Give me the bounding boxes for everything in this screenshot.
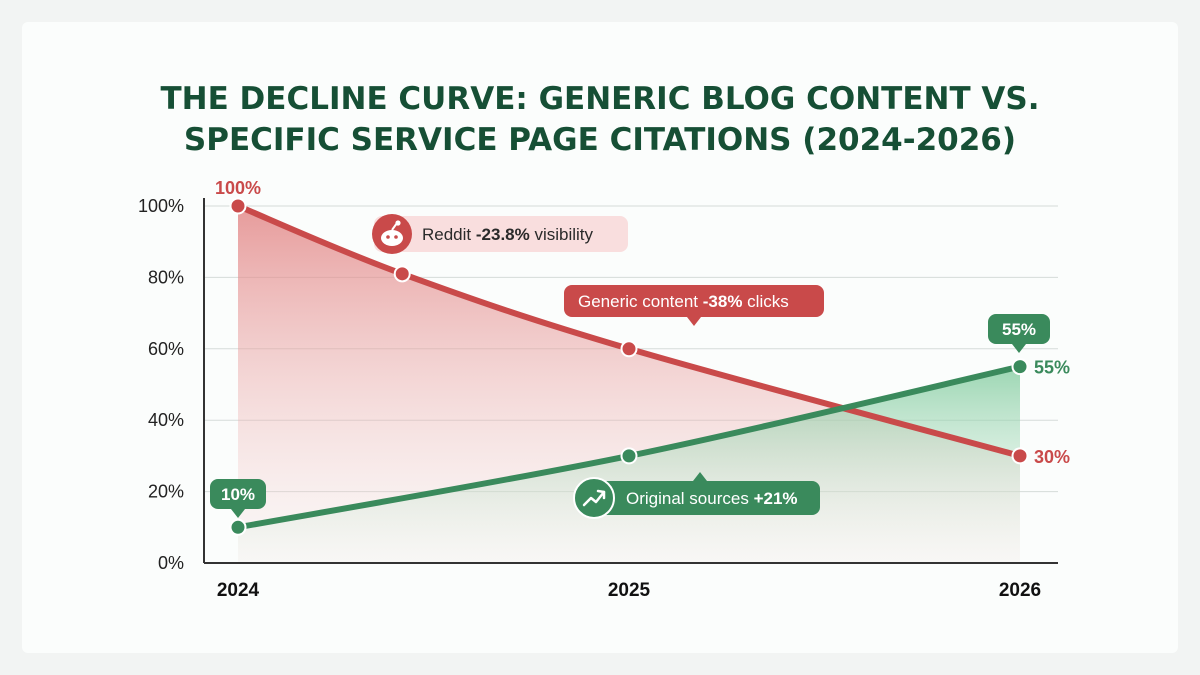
trending-up-icon-bg — [573, 477, 615, 519]
annotations: Reddit -23.8% visibility Generic content … — [210, 214, 1050, 519]
original-callout-bg — [580, 481, 820, 515]
badge55-callout-text: 55% — [1002, 320, 1036, 339]
badge55-callout-text-bold: 55% — [1002, 320, 1036, 339]
generic-value-label: 30% — [1034, 447, 1070, 467]
generic-callout-text: Generic content -38% clicks — [578, 292, 789, 311]
reddit-callout-text-after: visibility — [530, 225, 594, 244]
reddit-callout: Reddit -23.8% visibility — [372, 214, 628, 254]
generic-callout-text-plain: Generic content — [578, 292, 703, 311]
generic-callout-pointer — [687, 317, 701, 326]
original-point — [620, 447, 638, 465]
original-value-label: 55% — [1034, 358, 1070, 378]
y-tick-label: 0% — [158, 553, 184, 573]
y-tick-label: 40% — [148, 410, 184, 430]
trending-up-icon-arrow — [582, 490, 606, 507]
generic-point — [620, 340, 638, 358]
reddit-callout-text-bold: -23.8% — [476, 225, 530, 244]
generic-callout-text-after: clicks — [742, 292, 788, 311]
series-areas — [238, 206, 1020, 563]
generic-point — [1011, 447, 1029, 465]
reddit-icon-eye — [386, 235, 390, 239]
reddit-callout-bg — [374, 216, 628, 252]
reddit-callout-text-plain: Reddit — [422, 225, 476, 244]
original-area — [238, 366, 1020, 563]
reddit-icon-antenna-tip — [395, 220, 401, 226]
badge10-callout-text: 10% — [221, 485, 255, 504]
reddit-icon-head — [381, 230, 403, 246]
generic-value-label: 100% — [215, 178, 261, 198]
original-callout-text-plain: Original sources — [626, 489, 754, 508]
badge10-callout-text-bold: 10% — [221, 485, 255, 504]
trending-up-icon-head — [596, 489, 606, 500]
badge10-callout: 10% — [210, 479, 266, 518]
reddit-icon — [372, 214, 412, 254]
y-tick-label: 60% — [148, 339, 184, 359]
badge55-callout-pointer — [1012, 344, 1026, 353]
series-markers: 100% 30% 55% — [215, 178, 1070, 536]
original-point — [1011, 358, 1029, 376]
trending-up-icon — [573, 477, 615, 519]
chart-card: THE DECLINE CURVE: GENERIC BLOG CONTENT … — [22, 22, 1178, 653]
x-tick-label: 2024 — [217, 580, 260, 601]
reddit-callout-text: Reddit -23.8% visibility — [422, 225, 594, 244]
original-callout-pointer — [693, 472, 707, 481]
badge55-callout-bg — [988, 314, 1050, 344]
y-tick-label: 80% — [148, 267, 184, 287]
axes: 0% 20% 40% 60% 80% 100% 2024 2025 2026 — [138, 196, 1058, 601]
y-tick-label: 100% — [138, 196, 184, 216]
reddit-icon-eye — [394, 235, 398, 239]
generic-point — [393, 265, 411, 283]
generic-callout-text-bold: -38% — [703, 292, 743, 311]
decline-curve-chart: THE DECLINE CURVE: GENERIC BLOG CONTENT … — [138, 81, 1070, 601]
badge10-callout-pointer — [231, 509, 245, 518]
original-callout-text-bold: +21% — [754, 489, 798, 508]
x-tick-label: 2026 — [999, 580, 1041, 601]
generic-callout-bg — [564, 285, 824, 317]
badge10-callout-bg — [210, 479, 266, 509]
generic-point — [229, 197, 247, 215]
badge55-callout: 55% — [988, 314, 1050, 353]
original-callout: Original sources +21% — [573, 472, 820, 519]
generic-callout: Generic content -38% clicks — [564, 285, 824, 326]
x-tick-label: 2025 — [608, 580, 651, 601]
chart-title-line-2: SPECIFIC SERVICE PAGE CITATIONS (2024-20… — [184, 122, 1016, 158]
y-tick-label: 20% — [148, 482, 184, 502]
chart-title-line-1: THE DECLINE CURVE: GENERIC BLOG CONTENT … — [161, 81, 1040, 117]
generic-line — [235, 203, 1023, 459]
original-callout-text: Original sources +21% — [626, 489, 798, 508]
original-point — [229, 518, 247, 536]
